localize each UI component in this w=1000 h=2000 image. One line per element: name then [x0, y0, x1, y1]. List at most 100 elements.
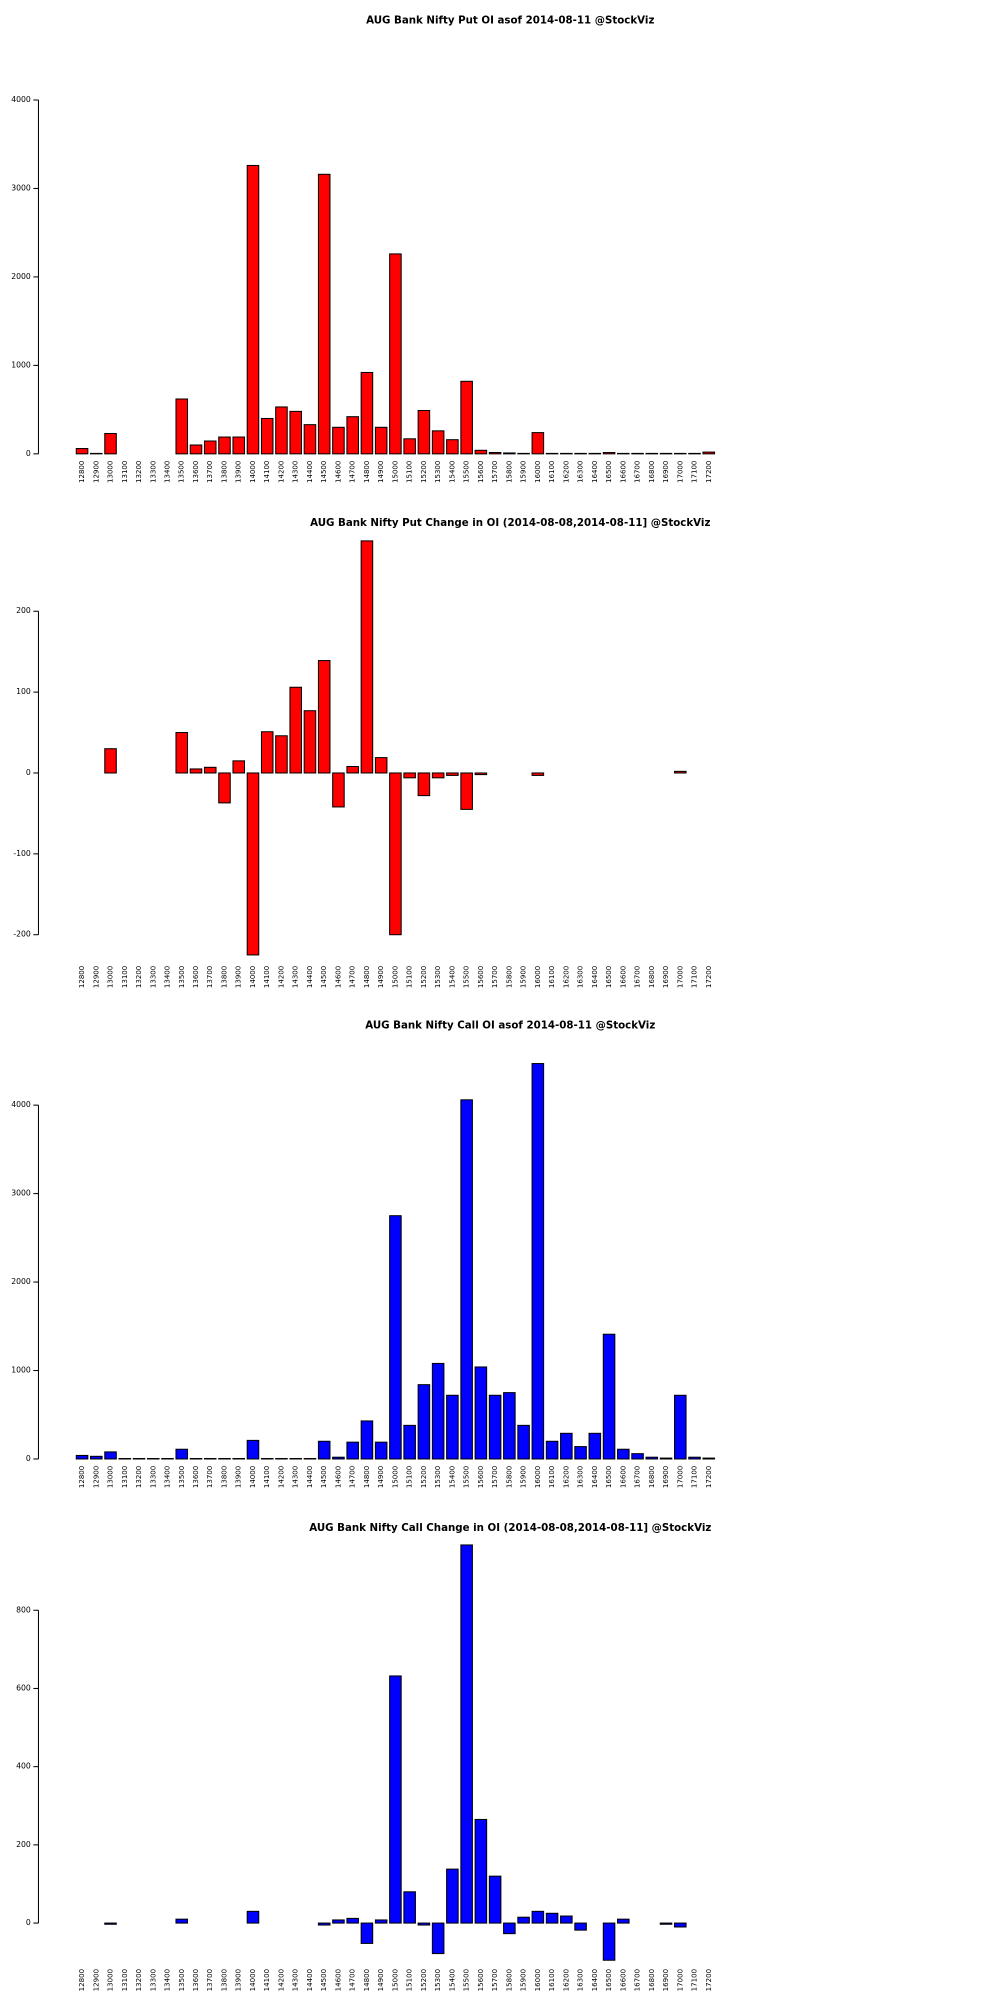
- x-tick-label: 17000: [675, 965, 684, 988]
- bar: [488, 1875, 502, 1924]
- bar: [346, 1441, 359, 1460]
- x-tick-label: 14200: [276, 1465, 285, 1488]
- bar: [260, 731, 274, 774]
- x-tick-label: 13100: [120, 965, 129, 988]
- x-tick-label: 15400: [447, 460, 456, 483]
- bar: [673, 770, 687, 774]
- bar: [218, 436, 231, 455]
- bar: [446, 772, 459, 776]
- y-tick-label: -200: [13, 930, 31, 939]
- y-tick-label: -100: [13, 849, 31, 858]
- bar: [189, 444, 203, 455]
- x-tick-label: 13900: [234, 1465, 243, 1488]
- bar: [673, 1394, 687, 1460]
- x-tick-label: 15200: [419, 460, 428, 483]
- bar: [389, 1675, 402, 1924]
- bar: [374, 1919, 388, 1924]
- x-tick-label: 14700: [348, 460, 357, 483]
- x-tick-label: 13500: [177, 1465, 186, 1488]
- bar: [460, 1544, 473, 1924]
- x-tick-label: 15100: [405, 1465, 414, 1488]
- x-tick-label: 16800: [647, 1465, 656, 1488]
- y-tick-label: 200: [16, 1840, 31, 1849]
- chart-title: AUG Bank Nifty Put OI asof 2014-08-11 @S…: [366, 15, 654, 27]
- bar: [602, 1922, 616, 1961]
- x-tick-label: 13700: [205, 965, 214, 988]
- bar: [460, 772, 473, 810]
- y-tick-label: 2000: [11, 272, 31, 281]
- x-tick-label: 16700: [633, 1465, 642, 1488]
- bar: [232, 760, 246, 774]
- x-tick-label: 13400: [163, 965, 172, 988]
- x-tick-label: 16800: [647, 460, 656, 483]
- bar: [474, 449, 488, 455]
- bar: [374, 757, 388, 774]
- bar: [346, 1917, 359, 1924]
- bar: [374, 1441, 388, 1460]
- x-tick-label: 15700: [490, 1465, 499, 1488]
- x-tick-label: 16200: [561, 965, 570, 988]
- bar: [75, 448, 89, 455]
- x-tick-label: 15100: [405, 460, 414, 483]
- y-tick-label: 600: [16, 1683, 31, 1692]
- bar: [560, 1432, 573, 1460]
- x-tick-label: 15300: [433, 1465, 442, 1488]
- x-tick-label: 15100: [405, 965, 414, 988]
- x-tick-label: 16300: [576, 460, 585, 483]
- bar: [517, 1424, 530, 1460]
- x-tick-label: 16100: [547, 1968, 556, 1991]
- bar: [104, 1451, 117, 1460]
- x-tick-label: 15800: [504, 965, 513, 988]
- bar: [303, 424, 317, 455]
- x-tick-label: 14300: [291, 1465, 300, 1488]
- x-tick-label: 15700: [490, 1968, 499, 1991]
- x-tick-label: 12900: [91, 1465, 100, 1488]
- x-tick-label: 15400: [447, 1968, 456, 1991]
- x-tick-label: 16300: [576, 1465, 585, 1488]
- x-tick-label: 16800: [647, 965, 656, 988]
- x-tick-label: 12800: [77, 460, 86, 483]
- x-tick-label: 17000: [675, 460, 684, 483]
- bar: [346, 416, 359, 455]
- x-tick-label: 13700: [205, 1465, 214, 1488]
- bar: [232, 436, 246, 455]
- bar: [545, 1440, 559, 1460]
- bar: [90, 1455, 103, 1460]
- x-tick-label: 15000: [390, 965, 399, 988]
- x-tick-label: 15000: [390, 1968, 399, 1991]
- x-tick-label: 16600: [618, 1465, 627, 1488]
- bar: [403, 1891, 416, 1924]
- x-tick-label: 14100: [262, 1465, 271, 1488]
- x-tick-label: 16900: [661, 460, 670, 483]
- x-tick-label: 13200: [134, 965, 143, 988]
- x-tick-label: 14200: [276, 965, 285, 988]
- x-tick-label: 12900: [91, 460, 100, 483]
- bar: [673, 1922, 687, 1928]
- bar: [175, 1448, 189, 1460]
- bar: [289, 410, 302, 455]
- bar: [602, 452, 616, 455]
- x-tick-label: 15900: [519, 1465, 528, 1488]
- x-tick-label: 14800: [362, 1968, 371, 1991]
- y-tick-label: 2000: [11, 1277, 31, 1286]
- bar: [488, 452, 502, 455]
- x-tick-label: 14900: [376, 460, 385, 483]
- x-tick-label: 14800: [362, 460, 371, 483]
- bar: [460, 1099, 473, 1460]
- bar: [702, 1457, 716, 1460]
- x-tick-label: 13000: [106, 1968, 115, 1991]
- bar: [431, 1922, 445, 1955]
- x-tick-label: 14000: [248, 1968, 257, 1991]
- x-tick-label: 16400: [590, 460, 599, 483]
- x-tick-label: 16000: [533, 1465, 542, 1488]
- x-tick-label: 16000: [533, 1968, 542, 1991]
- bar: [631, 1453, 644, 1460]
- x-tick-label: 14500: [319, 1465, 328, 1488]
- x-tick-label: 16600: [618, 460, 627, 483]
- x-tick-label: 17200: [704, 1968, 713, 1991]
- x-tick-label: 14200: [276, 1968, 285, 1991]
- bar: [389, 1215, 402, 1460]
- bar: [104, 432, 117, 455]
- x-tick-label: 14100: [262, 1968, 271, 1991]
- bar: [645, 1456, 659, 1460]
